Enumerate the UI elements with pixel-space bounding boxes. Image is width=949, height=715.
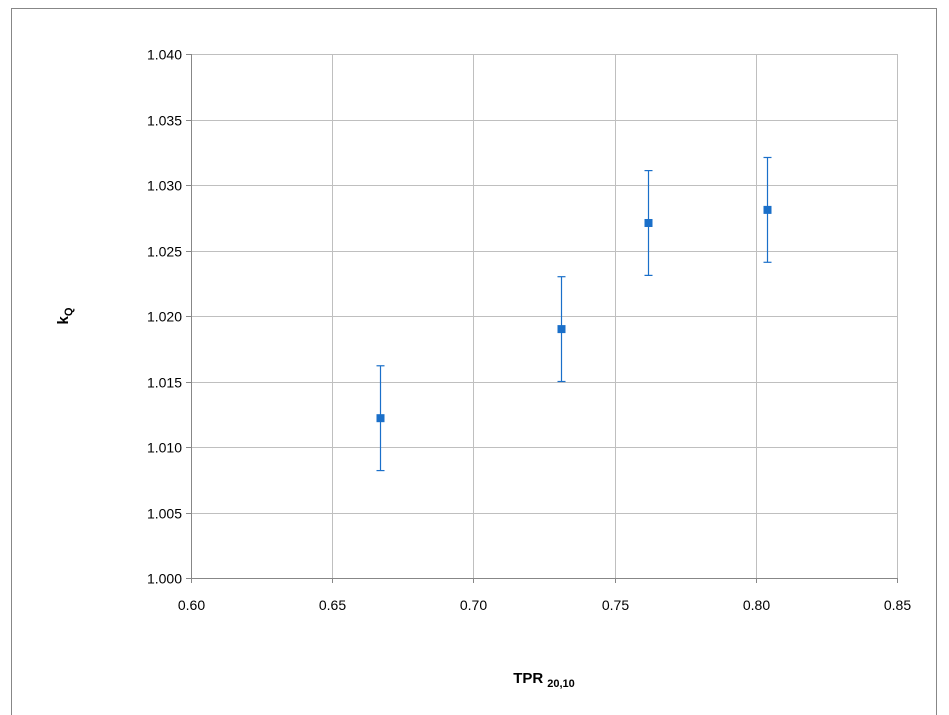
- x-tick-label: 0.65: [319, 597, 346, 613]
- errorbar-layer: [376, 156, 772, 472]
- data-point: [557, 325, 566, 334]
- y-tick-label: 1.035: [147, 113, 182, 129]
- y-tick-label: 1.030: [147, 178, 182, 194]
- x-tick-label: 0.85: [884, 597, 911, 613]
- y-tick-label: 1.040: [147, 47, 182, 63]
- y-axis-title: kQ: [55, 307, 75, 324]
- data-point: [376, 414, 385, 423]
- x-tick-label: 0.60: [178, 597, 205, 613]
- y-axis-title-main: k: [55, 315, 72, 324]
- y-tick-label: 1.015: [147, 375, 182, 391]
- x-axis-title-main: TPR: [513, 670, 543, 687]
- y-tick-label: 1.025: [147, 244, 182, 260]
- x-tick-label: 0.75: [602, 597, 629, 613]
- data-point: [763, 205, 772, 214]
- chart-frame: [11, 8, 937, 715]
- y-tick-label: 1.010: [147, 440, 182, 456]
- x-axis-title: TPR 20,10: [513, 670, 575, 690]
- x-tick-label: 0.70: [460, 597, 487, 613]
- x-axis-title-subscript: 20,10: [547, 678, 575, 690]
- y-tick-label: 1.005: [147, 506, 182, 522]
- data-point: [644, 218, 653, 227]
- y-tick-label: 1.020: [147, 309, 182, 325]
- tick-label-layer: 1.000 1.005 1.010 1.015 1.020 1.025 1.030 1.035…: [147, 47, 911, 614]
- grid-layer: [191, 54, 898, 579]
- point-layer: [376, 205, 772, 423]
- y-axis-title-subscript: Q: [63, 307, 75, 316]
- axis-layer: [186, 54, 898, 583]
- x-tick-label: 0.80: [743, 597, 770, 613]
- y-tick-label: 1.000: [147, 571, 182, 587]
